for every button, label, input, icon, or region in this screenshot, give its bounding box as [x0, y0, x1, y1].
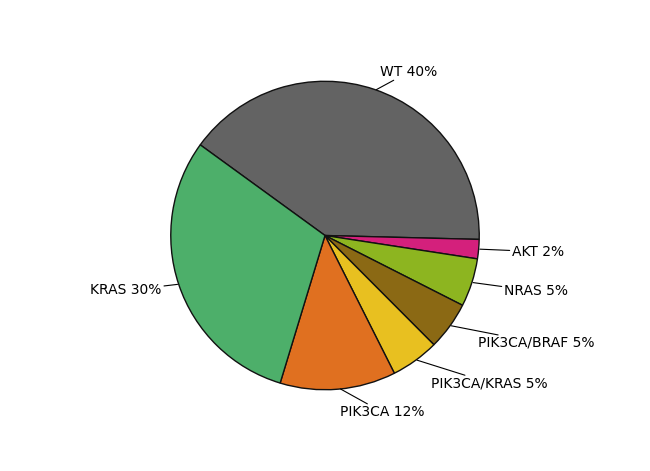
Text: AKT 2%: AKT 2%: [480, 244, 565, 259]
Text: PIK3CA/KRAS 5%: PIK3CA/KRAS 5%: [417, 360, 548, 390]
Wedge shape: [325, 236, 479, 259]
Wedge shape: [325, 236, 434, 373]
Text: KRAS 30%: KRAS 30%: [90, 284, 177, 298]
Wedge shape: [325, 236, 463, 345]
Text: PIK3CA 12%: PIK3CA 12%: [340, 389, 424, 419]
Wedge shape: [325, 236, 478, 305]
Wedge shape: [200, 81, 479, 239]
Wedge shape: [171, 145, 325, 383]
Wedge shape: [280, 236, 395, 390]
Text: NRAS 5%: NRAS 5%: [473, 283, 568, 298]
Text: WT 40%: WT 40%: [376, 65, 437, 89]
Text: PIK3CA/BRAF 5%: PIK3CA/BRAF 5%: [451, 326, 595, 349]
